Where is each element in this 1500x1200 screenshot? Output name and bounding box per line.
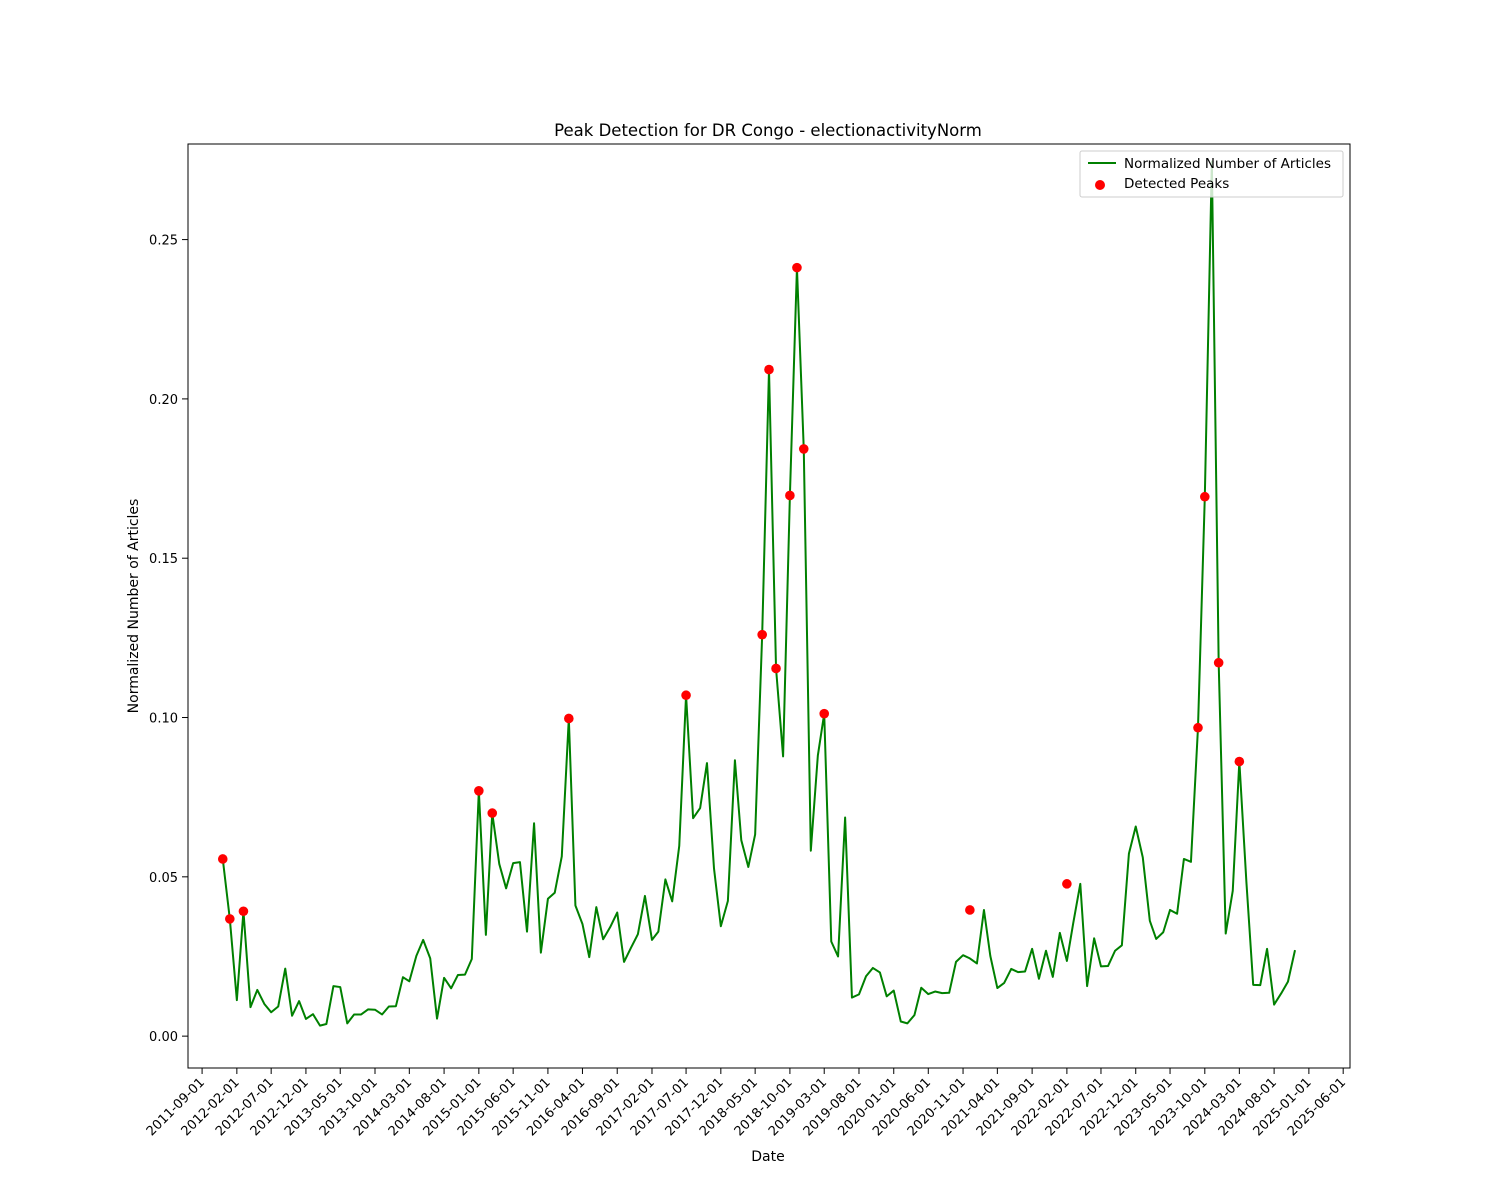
- peak-point: [792, 262, 802, 273]
- y-tick-label: 0.25: [149, 234, 178, 249]
- series-line-articles: [221, 160, 1296, 1027]
- peak-point: [238, 906, 249, 917]
- peak-point: [474, 786, 484, 796]
- legend-label-articles: Normalized Number of Articles: [1124, 156, 1331, 172]
- peak-point: [1062, 879, 1072, 889]
- chart-title: Peak Detection for DR Congo - electionac…: [554, 121, 982, 140]
- peak-point: [225, 914, 235, 924]
- peak-point: [798, 444, 809, 454]
- legend-label-peaks: Detected Peaks: [1124, 176, 1229, 192]
- y-tick-label: 0.15: [149, 552, 178, 567]
- peak-point: [681, 690, 691, 701]
- legend: Normalized Number of Articles Detected P…: [1079, 150, 1344, 198]
- peak-point: [819, 708, 830, 719]
- peaks-layer: [217, 262, 1245, 924]
- legend-box: [1079, 150, 1344, 198]
- plot-area: [217, 160, 1296, 1027]
- y-tick-label: 0.00: [149, 1030, 178, 1045]
- plot-frame: [187, 143, 1351, 1069]
- peak-point: [771, 663, 781, 674]
- peak-point: [785, 490, 795, 501]
- y-axis-title: Normalized Number of Articles: [126, 499, 142, 714]
- peak-point: [1234, 756, 1245, 767]
- peak-point: [965, 905, 975, 915]
- peak-point: [487, 808, 498, 818]
- peak-point: [757, 629, 767, 640]
- peak-point: [1200, 491, 1210, 502]
- y-tick-label: 0.05: [149, 871, 178, 886]
- y-axis: 0.00 0.05 0.10 0.15 0.20 0.25: [149, 234, 188, 1045]
- y-tick-label: 0.20: [149, 393, 178, 408]
- peak-point: [1213, 657, 1224, 668]
- x-axis-title: Date: [751, 1149, 784, 1165]
- peak-point: [764, 364, 774, 375]
- peak-point: [564, 713, 574, 724]
- peak-point: [217, 854, 228, 864]
- legend-marker-swatch: [1095, 180, 1105, 190]
- peak-point: [1193, 722, 1203, 733]
- series-layer: [221, 160, 1296, 1027]
- y-tick-label: 0.10: [149, 712, 178, 727]
